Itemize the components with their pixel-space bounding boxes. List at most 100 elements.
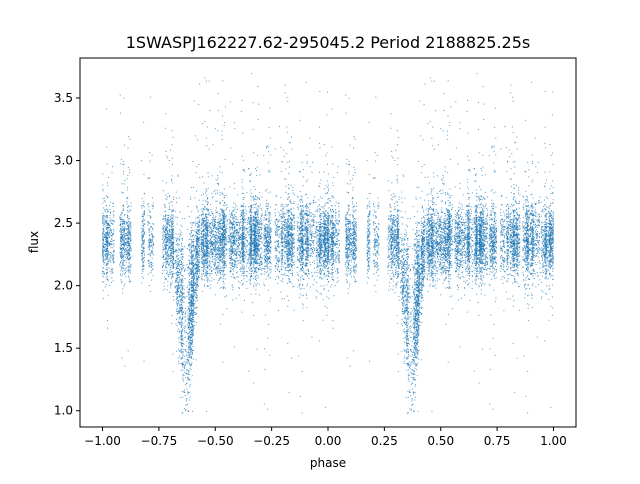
data-point [275, 225, 277, 227]
data-point [196, 223, 198, 225]
data-point [171, 204, 173, 206]
data-point [109, 212, 111, 214]
data-point [178, 197, 180, 199]
data-point [215, 267, 217, 269]
data-point [445, 202, 447, 204]
data-point [196, 296, 198, 298]
data-point [400, 210, 402, 212]
data-point [226, 239, 228, 241]
data-point [456, 275, 458, 277]
data-point [348, 97, 350, 99]
data-point [513, 249, 515, 251]
data-point [121, 239, 123, 241]
data-point [515, 222, 517, 224]
data-point [186, 264, 188, 266]
data-point [509, 247, 511, 249]
data-point [306, 225, 308, 227]
data-point [405, 351, 407, 353]
data-point [428, 229, 430, 231]
data-point [485, 256, 487, 258]
data-point [183, 355, 185, 357]
data-point [166, 223, 168, 225]
data-point [544, 253, 546, 255]
data-point [178, 239, 180, 241]
data-point [449, 217, 451, 219]
data-point [494, 224, 496, 226]
data-point [164, 204, 166, 206]
data-point [416, 232, 418, 234]
data-point [103, 220, 105, 222]
data-point [418, 308, 420, 310]
data-point [348, 170, 350, 172]
data-point [421, 253, 423, 255]
data-point [353, 248, 355, 250]
data-point [265, 147, 267, 149]
data-point [460, 236, 462, 237]
data-point [165, 242, 167, 244]
data-point [397, 209, 399, 211]
data-point [332, 244, 334, 246]
data-point [527, 199, 529, 201]
data-point [445, 215, 447, 217]
data-point [171, 233, 173, 235]
data-point [202, 267, 204, 269]
data-point [104, 233, 106, 235]
data-point [473, 261, 475, 263]
data-point [345, 255, 347, 257]
data-point [161, 238, 163, 240]
data-point [167, 230, 169, 232]
data-point [143, 243, 145, 245]
data-point [395, 218, 397, 220]
data-point [303, 213, 305, 215]
data-point [287, 222, 289, 224]
data-point [231, 246, 233, 248]
data-point [192, 266, 194, 268]
data-point [510, 227, 512, 229]
data-point [491, 205, 493, 207]
data-point [493, 241, 495, 243]
data-point [216, 238, 218, 240]
data-point [440, 245, 442, 247]
data-point [420, 257, 422, 259]
data-point [435, 249, 437, 251]
data-point [241, 228, 243, 230]
data-point [109, 257, 111, 259]
data-point [179, 279, 181, 281]
data-point [124, 238, 126, 240]
data-point [401, 301, 403, 303]
data-point [231, 256, 233, 258]
data-point [526, 261, 528, 263]
data-point [207, 277, 209, 279]
data-point [513, 237, 515, 239]
data-point [460, 250, 462, 252]
data-point [202, 262, 204, 264]
data-point [199, 262, 201, 264]
data-point [320, 278, 322, 280]
data-point [292, 255, 294, 257]
data-point [192, 263, 194, 265]
data-point [376, 244, 378, 246]
data-point [486, 257, 488, 259]
data-point [405, 257, 407, 259]
data-point [524, 212, 526, 214]
data-point [527, 270, 529, 272]
data-point [266, 271, 267, 273]
data-point [119, 94, 121, 96]
data-point [408, 364, 410, 366]
data-point [451, 239, 453, 241]
data-point [495, 251, 497, 253]
data-point [484, 174, 486, 176]
data-point [301, 233, 303, 235]
data-point [526, 219, 528, 221]
data-point [421, 283, 423, 285]
data-point [354, 218, 356, 220]
data-point [518, 232, 520, 234]
data-point [332, 257, 334, 259]
data-point [535, 202, 537, 204]
data-point [106, 320, 108, 322]
data-point [284, 242, 286, 244]
data-point [153, 205, 154, 207]
data-point [400, 250, 402, 252]
data-point [190, 346, 192, 348]
